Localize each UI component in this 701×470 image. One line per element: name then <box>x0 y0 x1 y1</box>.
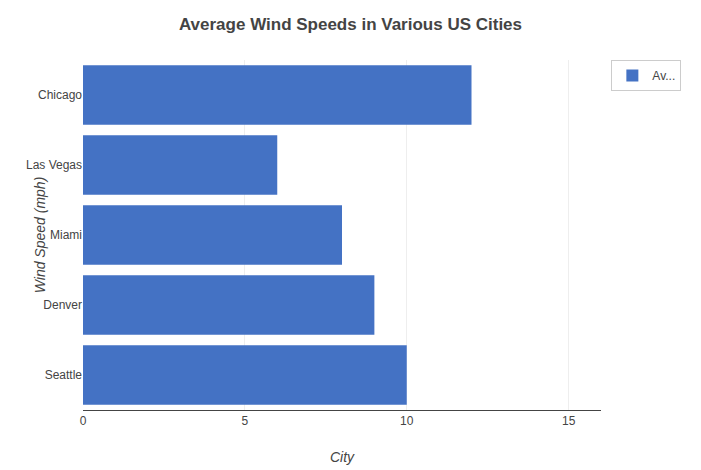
svg-text:Av...: Av... <box>652 69 675 83</box>
svg-text:Average Wind Speeds in Various: Average Wind Speeds in Various US Cities <box>179 15 522 34</box>
svg-text:Wind Speed (mph): Wind Speed (mph) <box>32 177 48 294</box>
svg-text:Seattle: Seattle <box>45 368 83 382</box>
svg-text:Denver: Denver <box>43 298 82 312</box>
svg-text:0: 0 <box>80 414 87 428</box>
svg-text:15: 15 <box>562 414 576 428</box>
svg-text:10: 10 <box>400 414 414 428</box>
svg-text:Las Vegas: Las Vegas <box>26 158 82 172</box>
svg-text:Chicago: Chicago <box>38 88 82 102</box>
svg-text:Miami: Miami <box>50 228 82 242</box>
svg-text:City: City <box>330 449 355 465</box>
svg-text:5: 5 <box>242 414 249 428</box>
